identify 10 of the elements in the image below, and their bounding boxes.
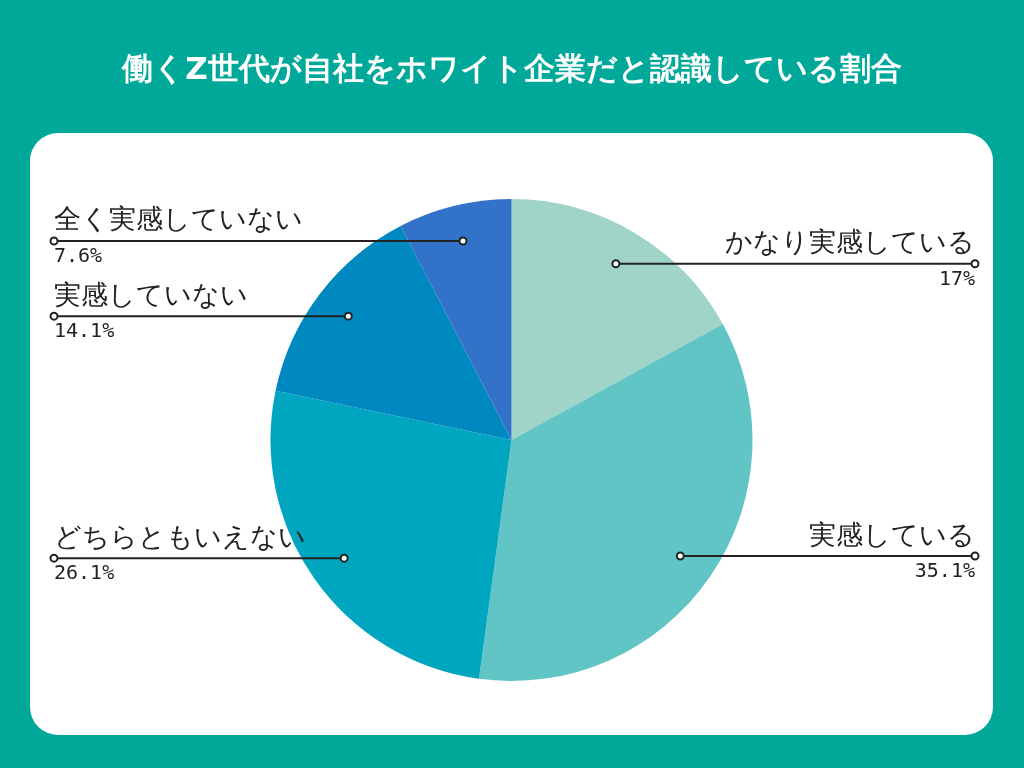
data-label: 26.1% <box>54 560 115 585</box>
slice-label: 実感している <box>809 518 975 550</box>
data-label: 7.6% <box>54 243 103 268</box>
chart-title: 働くZ世代が自社をホワイト企業だと認識している割合 <box>120 49 903 88</box>
slice-label: かなり実感している <box>725 226 975 258</box>
data-label: 35.1% <box>914 558 975 583</box>
data-label: 14.1% <box>54 318 115 343</box>
slice-label: 全く実感していない <box>54 203 303 235</box>
data-label: 17% <box>938 265 975 290</box>
slice-label: 実感していない <box>54 278 248 310</box>
